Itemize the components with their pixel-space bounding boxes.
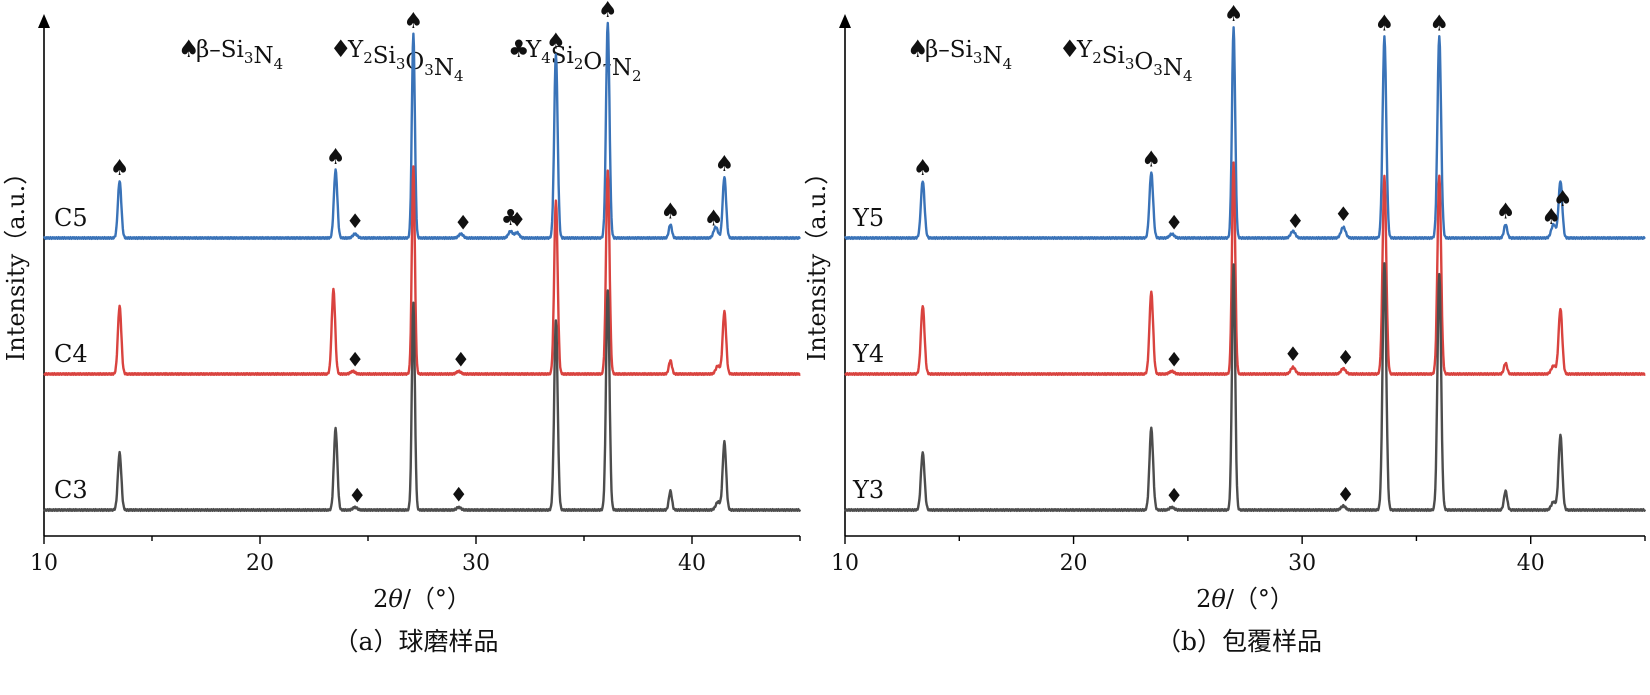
phase-marker: ♠ — [913, 156, 933, 181]
x-tick-label: 30 — [462, 551, 490, 576]
phase-marker: ♦ — [346, 347, 364, 371]
x-tick-label: 40 — [678, 551, 706, 576]
phase-marker: ♠ — [1496, 199, 1516, 224]
x-axis-label-var: θ — [388, 585, 403, 613]
series-C4: C4 ♦ ♦ — [43, 165, 801, 376]
panel-caption: （a）球磨样品 — [334, 627, 499, 656]
x-axis-label-var: θ — [1211, 585, 1226, 613]
phase-marker: ♦ — [508, 208, 526, 232]
phase-marker: ♦ — [450, 482, 468, 506]
series-Y3: Y3 ♦ ♦ — [843, 262, 1647, 512]
panel-caption: （b）包覆样品 — [1156, 627, 1322, 656]
phase-marker: ♦ — [1284, 342, 1302, 366]
phase-marker: ♠ — [598, 0, 618, 23]
legend-label: β–Si3N4 — [925, 37, 1012, 73]
panel-a: 10 20 30 402θ/（°）（a）球磨样品Intensity（a.u.）♠β–S… — [2, 0, 802, 656]
phase-marker: ♠ — [661, 199, 681, 224]
legend: ♠β–Si3N4 ♦Y2Si3O3N4 — [907, 35, 1192, 85]
series-label: C4 — [54, 340, 88, 368]
legend-label: Y2Si3O3N4 — [347, 37, 463, 85]
series-line — [844, 161, 1646, 376]
phase-marker: ♠ — [1141, 148, 1161, 173]
x-tick-label: 20 — [246, 551, 274, 576]
y-axis-arrow — [38, 14, 50, 28]
x-axis-label-unit: /（°） — [403, 585, 471, 613]
series-line — [43, 165, 801, 376]
x-tick-label: 40 — [1517, 551, 1545, 576]
x-tick-label: 30 — [1288, 551, 1316, 576]
x-tick-label: 10 — [30, 551, 58, 576]
x-axis-label-prefix: 2 — [1196, 585, 1211, 613]
phase-marker: ♦ — [452, 347, 470, 371]
x-axis-label-unit: /（°） — [1226, 585, 1294, 613]
series-line — [42, 289, 802, 512]
legend-marker: ♠ — [907, 35, 929, 63]
phase-marker: ♠ — [1224, 2, 1244, 27]
x-tick-label: 10 — [831, 551, 859, 576]
phase-marker: ♦ — [1165, 347, 1183, 371]
phase-marker: ♦ — [1286, 209, 1304, 233]
phase-marker: ♣ — [501, 206, 521, 231]
series-label: C5 — [54, 204, 88, 232]
y-axis-label: Intensity（a.u.） — [803, 161, 831, 361]
phase-marker: ♠ — [1541, 205, 1561, 230]
y-axis-label: Intensity（a.u.） — [2, 161, 30, 361]
legend-marker: ♣ — [508, 35, 530, 63]
legend-label: Y2Si3O3N4 — [1076, 37, 1192, 85]
phase-marker: ♠ — [704, 206, 724, 231]
series-label: C3 — [54, 476, 88, 504]
phase-marker: ♦ — [454, 211, 472, 235]
x-axis-label: 2θ/（°） — [373, 585, 471, 613]
series-C5: C5♠ ♠♦♠♦ ♣♦♠♠♠ ♠♠ — [42, 0, 801, 241]
x-axis-label: 2θ/（°） — [1196, 585, 1294, 613]
phase-marker: ♠ — [1429, 12, 1449, 37]
phase-marker: ♦ — [348, 483, 366, 507]
series-label: Y3 — [852, 476, 884, 504]
phase-marker: ♦ — [1165, 483, 1183, 507]
phase-marker: ♠ — [403, 9, 423, 34]
x-axis-label-prefix: 2 — [373, 585, 388, 613]
phase-marker: ♠ — [1553, 187, 1573, 212]
legend-marker: ♦ — [330, 35, 352, 63]
phase-marker: ♦ — [1337, 483, 1355, 507]
series-C3: C3 ♦ ♦ — [42, 289, 802, 512]
phase-marker: ♦ — [346, 209, 364, 233]
legend-label: β–Si3N4 — [196, 37, 283, 73]
series-label: Y5 — [852, 204, 884, 232]
phase-marker: ♠ — [546, 29, 566, 54]
phase-marker: ♠ — [110, 156, 130, 181]
phase-marker: ♠ — [326, 145, 346, 170]
legend-label: Y4Si2O7N2 — [525, 37, 641, 85]
phase-marker: ♦ — [1165, 211, 1183, 235]
series-Y5: Y5♠ ♠♦♠♦ ♦♠ ♠♠ ♠♠ — [844, 2, 1646, 241]
legend: ♠β–Si3N4 ♦Y2Si3O3N4 ♣Y4Si2O7N2 — [178, 35, 641, 85]
series-Y4: Y4 ♦ ♦ ♦ — [844, 161, 1646, 376]
phase-marker: ♦ — [1337, 346, 1355, 370]
legend-marker: ♠ — [178, 35, 200, 63]
series-label: Y4 — [852, 340, 884, 368]
phase-marker: ♦ — [1334, 202, 1352, 226]
phase-marker: ♠ — [1375, 12, 1395, 37]
phase-marker: ♠ — [715, 152, 735, 177]
y-axis-arrow — [839, 14, 851, 28]
series-line — [42, 21, 801, 241]
panel-b: 10 20 30 402θ/（°）（b）包覆样品Intensity（a.u.）♠β–S… — [803, 2, 1647, 656]
legend-marker: ♦ — [1059, 35, 1081, 63]
series-line — [844, 26, 1646, 241]
series-line — [843, 262, 1647, 512]
x-tick-label: 20 — [1060, 551, 1088, 576]
